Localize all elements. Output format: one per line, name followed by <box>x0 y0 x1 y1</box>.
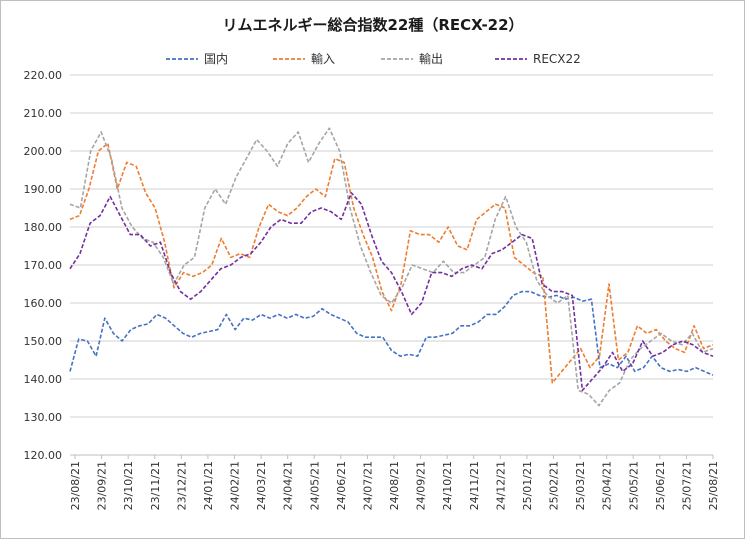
y-tick-label: 170.00 <box>24 259 63 272</box>
x-tick-label: 23/12/21 <box>175 461 188 510</box>
y-tick-label: 190.00 <box>24 183 63 196</box>
x-tick-label: 24/06/21 <box>335 461 348 510</box>
legend-label-0: 国内 <box>204 52 228 66</box>
x-tick-label: 24/08/21 <box>388 461 401 510</box>
series-line-3 <box>69 192 714 392</box>
x-tick-label: 23/08/21 <box>69 461 82 510</box>
x-tick-label: 23/10/21 <box>122 461 135 510</box>
x-tick-label: 25/08/21 <box>707 461 720 510</box>
x-tick-label: 24/02/21 <box>229 461 242 510</box>
x-tick-label: 24/10/21 <box>441 461 454 510</box>
legend-label-3: RECX22 <box>533 52 581 66</box>
series-line-2 <box>69 127 714 407</box>
x-tick-label: 24/09/21 <box>415 461 428 510</box>
x-tick-label: 25/02/21 <box>548 461 561 510</box>
series-line-1 <box>69 142 714 384</box>
x-tick-label: 24/04/21 <box>282 461 295 510</box>
y-tick-label: 220.00 <box>24 69 63 82</box>
x-tick-label: 24/11/21 <box>468 461 481 510</box>
y-tick-label: 130.00 <box>24 411 63 424</box>
x-tick-label: 24/12/21 <box>494 461 507 510</box>
y-tick-label: 150.00 <box>24 335 63 348</box>
x-tick-label: 25/07/21 <box>680 461 693 510</box>
y-tick-label: 120.00 <box>24 449 63 462</box>
x-tick-label: 25/03/21 <box>574 461 587 510</box>
y-tick-label: 180.00 <box>24 221 63 234</box>
chart-title: リムエネルギー総合指数22種（RECX-22） <box>222 16 523 34</box>
y-tick-label: 140.00 <box>24 373 63 386</box>
series-line-0 <box>69 290 714 376</box>
x-axis-ticks: 23/08/21 23/09/21 23/10/21 23/11/21 23/12/21… <box>69 455 720 510</box>
x-tick-label: 23/09/21 <box>96 461 109 510</box>
series-lines <box>69 127 714 407</box>
legend-label-1: 輸入 <box>311 51 335 66</box>
legend: 国内 輸入 輸出 RECX22 <box>166 51 581 66</box>
y-tick-label: 160.00 <box>24 297 63 310</box>
x-tick-label: 24/05/21 <box>308 461 321 510</box>
x-tick-label: 25/01/21 <box>521 461 534 510</box>
x-tick-label: 24/01/21 <box>202 461 215 510</box>
x-tick-label: 24/03/21 <box>255 461 268 510</box>
x-tick-label: 25/05/21 <box>627 461 640 510</box>
y-tick-label: 210.00 <box>24 107 63 120</box>
y-tick-label: 200.00 <box>24 145 63 158</box>
x-tick-label: 24/07/21 <box>361 461 374 510</box>
gridlines <box>70 74 713 456</box>
x-tick-label: 25/04/21 <box>601 461 614 510</box>
x-tick-label: 25/06/21 <box>654 461 667 510</box>
legend-label-2: 輸出 <box>419 51 443 66</box>
y-axis-ticks: 120.00 130.00 140.00 150.00 160.00 170.00 180.… <box>24 69 63 462</box>
x-tick-label: 23/11/21 <box>149 461 162 510</box>
